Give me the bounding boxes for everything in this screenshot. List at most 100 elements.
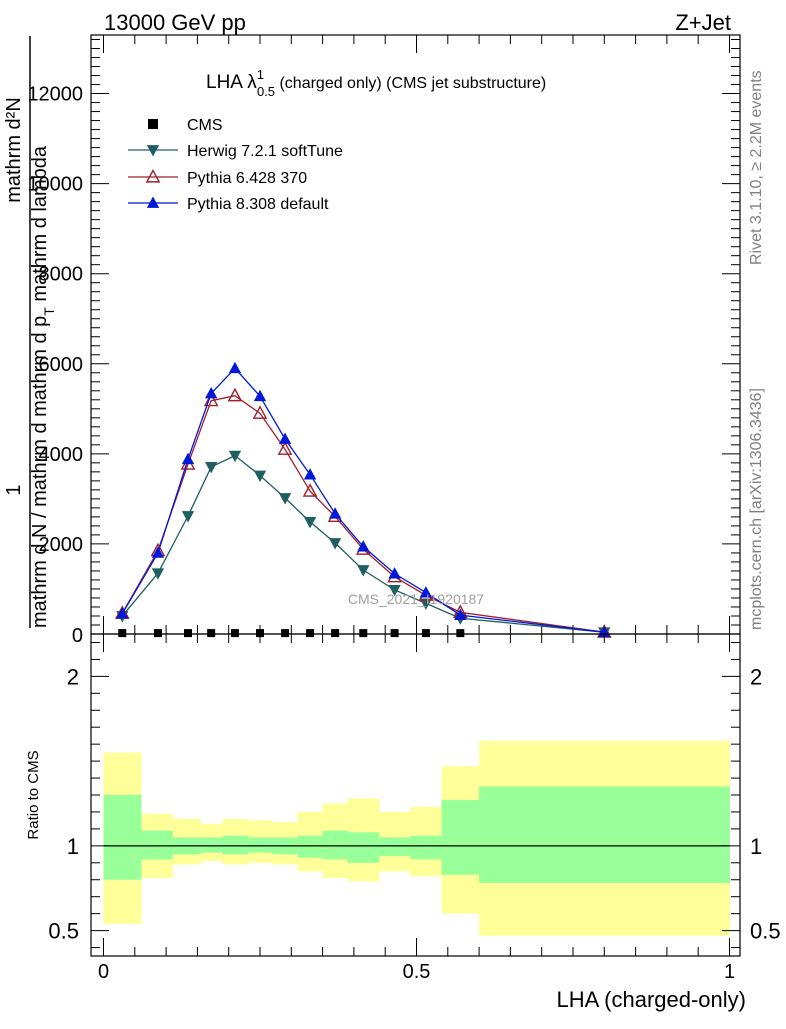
main-ylabel-den-rest: mathrm d lambda <box>29 145 51 307</box>
cms-point <box>331 629 340 638</box>
legend-item-cms: CMS <box>148 117 223 134</box>
cms-point <box>281 629 290 638</box>
ratio-band-inner <box>297 835 323 858</box>
herwig-point <box>303 516 317 529</box>
chart-title: LHA λ1 0.5 (charged only) (CMS jet substr… <box>206 67 546 99</box>
pythia6-point <box>252 405 268 419</box>
legend: CMS Herwig 7.2.1 softTune Pythia 6.428 370… <box>128 117 343 213</box>
legend-marker <box>146 196 160 208</box>
cms-point <box>421 629 430 638</box>
cms-point <box>306 629 315 638</box>
pythia8-point <box>253 389 267 402</box>
ratio-ylabel: Ratio to CMS <box>25 750 42 839</box>
pythia8-point <box>278 432 292 444</box>
cms-point <box>153 629 162 638</box>
legend-marker <box>148 119 158 129</box>
ratio-band-inner <box>322 830 349 860</box>
herwig-point <box>278 493 292 505</box>
main-ylabel: 1 mathrm d²N mathrm d N / mathrm d mathr… <box>3 36 57 628</box>
ratio-ytick-label-right: 1 <box>750 834 762 859</box>
herwig-point <box>328 538 342 550</box>
ratio-band-inner <box>141 830 173 860</box>
pythia8-point <box>303 468 317 480</box>
pythia8-point <box>328 507 342 519</box>
ratio-band-inner <box>378 837 411 857</box>
chart-title-sub: 0.5 <box>257 84 275 99</box>
legend-marker <box>146 145 160 157</box>
main-ytick-label: 10000 <box>27 174 83 196</box>
legend-label: Herwig 7.2.1 softTune <box>187 143 343 160</box>
cms-point <box>230 629 239 638</box>
series-line-herwig-7-2-1-softtune <box>121 454 605 633</box>
ratio-ytick-label: 0.5 <box>48 919 79 944</box>
pythia8-point <box>181 452 195 465</box>
main-ylabel-den-main: mathrm d N / mathrm d mathrm d p <box>29 316 51 628</box>
main-ytick-label: 2000 <box>39 534 84 556</box>
pythia6-point <box>227 387 243 402</box>
legend-label: Pythia 6.428 370 <box>187 170 307 187</box>
herwig-point <box>419 598 433 610</box>
legend-item-pythia-8-308-default: Pythia 8.308 default <box>128 196 329 213</box>
cms-point <box>390 629 399 638</box>
cms-point <box>118 629 127 638</box>
ratio-ticks: 0.5 0.5 1 1 2 2 0 0.5 1 <box>48 634 781 983</box>
pythia8-point <box>228 361 242 374</box>
herwig-point <box>357 565 370 577</box>
series-line-pythia-6-428-370 <box>121 395 605 633</box>
main-panel: 2000 4000 6000 8000 10000 12000 0 <box>27 34 741 647</box>
ratio-xtick-label: 0 <box>98 961 109 983</box>
pythia8-point <box>204 386 218 399</box>
ratio-band-inner <box>200 837 223 853</box>
legend-label: CMS <box>187 117 223 134</box>
herwig-point <box>151 568 165 580</box>
ratio-band-inner <box>247 837 273 853</box>
legend-item-pythia-6-428-370: Pythia 6.428 370 <box>128 169 307 187</box>
legend-item-herwig-7-2-1-softtune: Herwig 7.2.1 softTune <box>128 143 343 160</box>
ratio-panel: 0.5 0.5 1 1 2 2 0 0.5 1 <box>48 633 781 983</box>
herwig-point <box>253 470 267 482</box>
herwig-point <box>228 450 242 463</box>
main-ytick-label: 6000 <box>39 354 84 376</box>
pythia8-point <box>151 546 165 558</box>
main-ylabel-den-sub: T <box>41 307 57 316</box>
pythia8-point <box>116 607 129 619</box>
ratio-band-inner <box>441 800 480 875</box>
main-ylabel-den: mathrm d N / mathrm d mathrm d pT mathrm… <box>29 145 57 628</box>
header-left: 13000 GeV pp <box>104 10 246 35</box>
herwig-point <box>181 511 195 523</box>
ratio-ytick-label: 1 <box>67 834 79 859</box>
pythia6-point <box>203 392 219 407</box>
ratio-ytick-label: 2 <box>67 664 79 689</box>
ratio-band-inner <box>103 795 142 880</box>
ratio-band-inner <box>347 832 380 863</box>
ratio-xlabel: LHA (charged-only) <box>556 987 746 1012</box>
analysis-watermark: CMS_2021_I1920187 <box>348 591 484 607</box>
herwig-point <box>388 584 401 597</box>
pythia8-point <box>388 567 401 579</box>
ratio-band-inner <box>479 786 730 884</box>
cms-point <box>359 629 368 638</box>
ratio-ytick-label-right: 0.5 <box>750 919 781 944</box>
cms-point <box>184 629 193 638</box>
pythia6-point <box>277 441 293 455</box>
pythia8-point <box>419 586 433 598</box>
ratio-xtick-label: 1 <box>724 961 735 983</box>
main-ytick-label: 4000 <box>39 444 84 466</box>
header-right: Z+Jet <box>675 10 731 35</box>
ratio-ytick-label-right: 2 <box>750 664 762 689</box>
ratio-xtick-label: 0.5 <box>403 961 431 983</box>
cms-point <box>256 629 264 638</box>
ratio-band-inner <box>410 835 442 860</box>
pythia8-point <box>357 540 370 552</box>
main-ylabel-top: 1 <box>3 484 25 495</box>
chart-title-sup: 1 <box>257 67 264 82</box>
pythia8-point <box>454 608 467 620</box>
series-line-pythia-8-308-default <box>121 367 605 633</box>
pythia6-point <box>302 483 318 497</box>
main-ytick-label-zero: 0 <box>72 625 83 647</box>
main-ticks: 2000 4000 6000 8000 10000 12000 0 <box>27 35 740 647</box>
ratio-bands <box>103 740 730 936</box>
main-ytick-label: 12000 <box>27 84 83 106</box>
